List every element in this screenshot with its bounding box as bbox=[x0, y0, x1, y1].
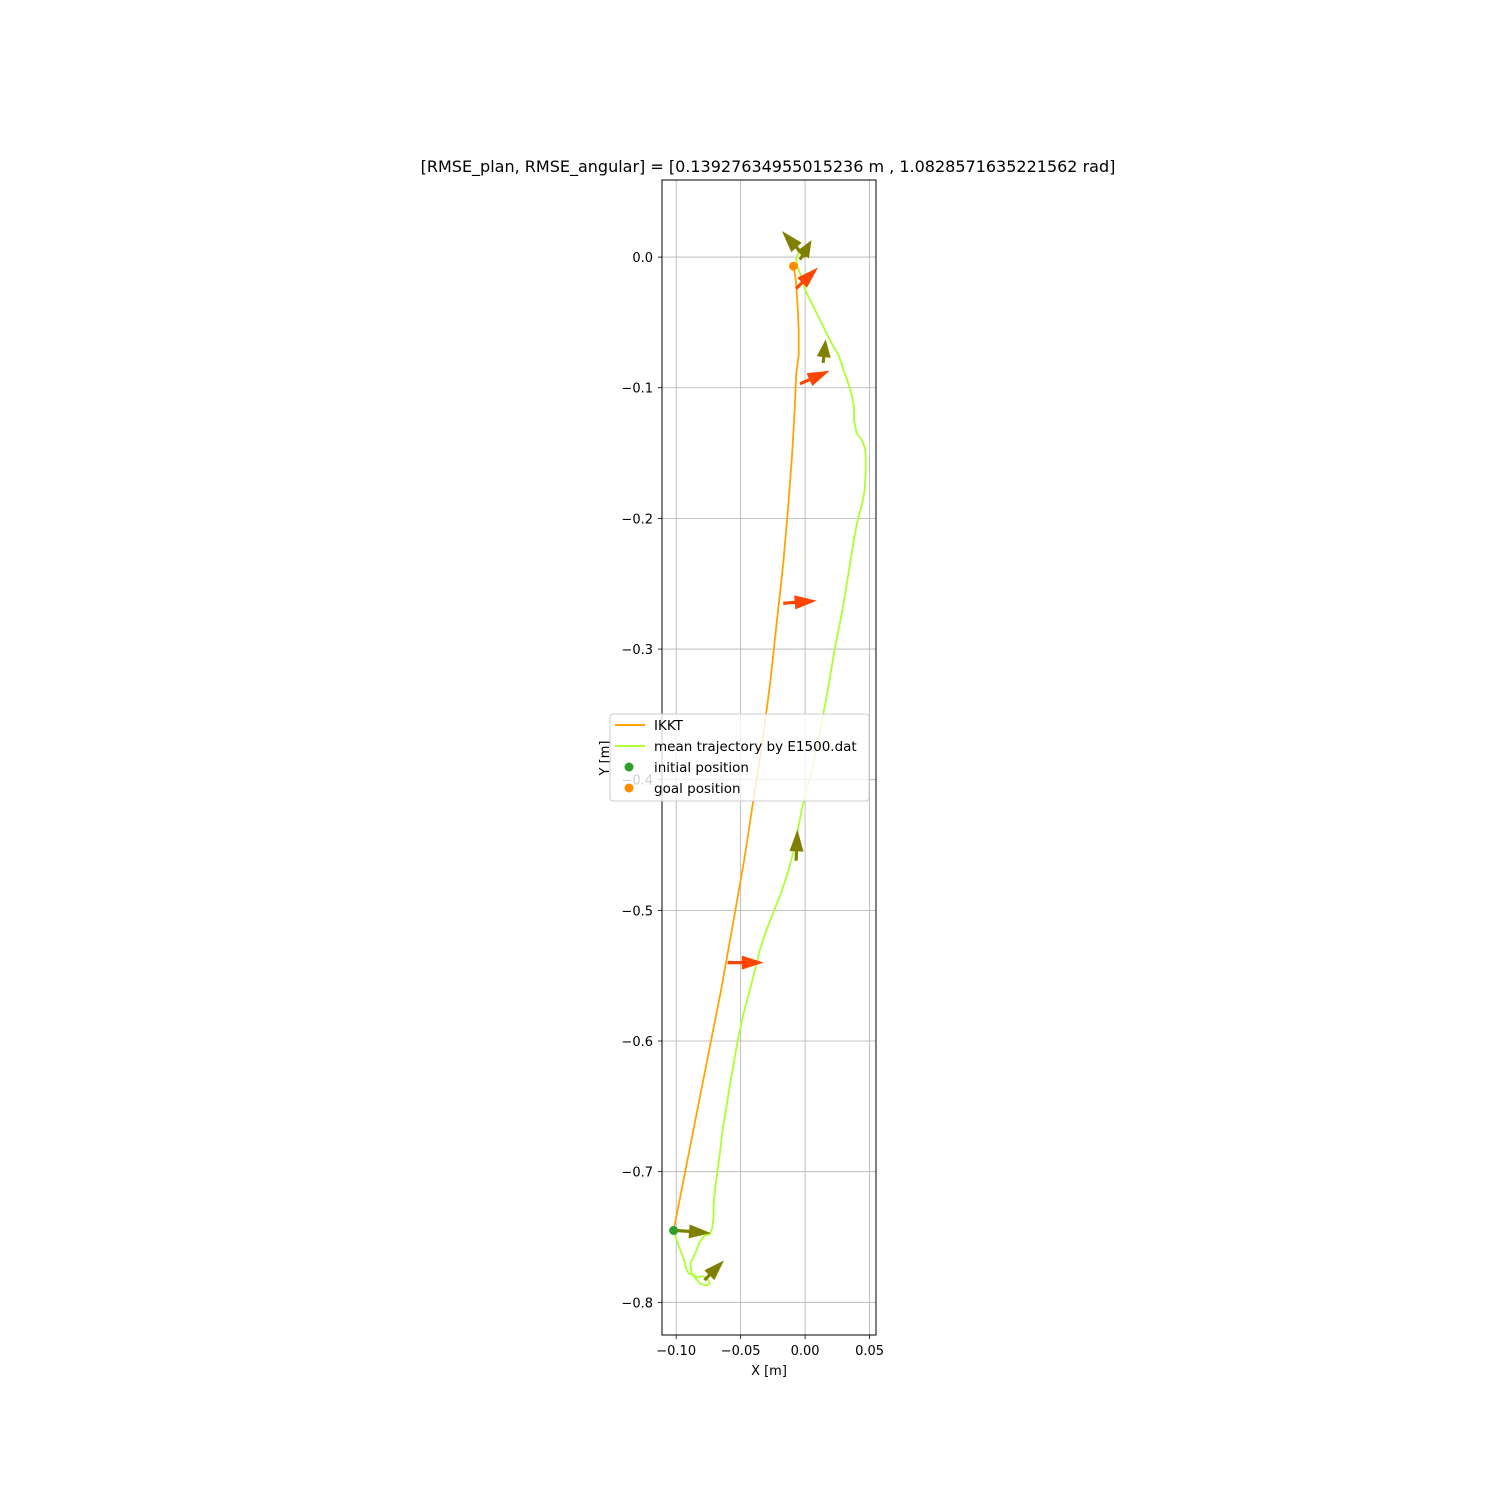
arrow-orientation-red bbox=[727, 955, 764, 970]
marker-goal-position bbox=[788, 261, 798, 271]
y-tick-label: 0.0 bbox=[632, 251, 653, 266]
plot-area bbox=[672, 250, 867, 1287]
marker-initial-position bbox=[669, 1225, 679, 1235]
legend-swatch-initial-position bbox=[624, 762, 634, 772]
y-tick-label: −0.1 bbox=[621, 382, 653, 397]
arrow-orientation-olive bbox=[703, 1260, 724, 1282]
arrow-orientation-olive bbox=[789, 829, 804, 861]
y-tick-label: −0.8 bbox=[621, 1296, 653, 1311]
y-tick-label: −0.3 bbox=[621, 643, 653, 658]
series-line-ikkt bbox=[672, 266, 800, 1231]
y-tick-label: −0.2 bbox=[621, 512, 653, 527]
legend-label-goal-position: goal position bbox=[654, 781, 741, 797]
legend-label-mean-trajectory: mean trajectory by E1500.dat bbox=[654, 739, 857, 755]
chart-title: [RMSE_plan, RMSE_angular] = [0.139276349… bbox=[421, 157, 1116, 177]
x-axis-label: X [m] bbox=[751, 1364, 787, 1379]
y-tick-label: −0.5 bbox=[621, 904, 653, 919]
legend: IKKT mean trajectory by E1500.dat initia… bbox=[609, 713, 870, 802]
arrow-orientation-red bbox=[799, 370, 830, 386]
x-axis-ticks: −0.10 −0.05 0.00 0.05 bbox=[656, 1335, 884, 1359]
position-markers bbox=[669, 261, 798, 1235]
legend-swatch-goal-position bbox=[624, 783, 634, 793]
x-tick-label: −0.10 bbox=[656, 1344, 696, 1359]
legend-box bbox=[609, 713, 870, 802]
y-axis-label: Y [m] bbox=[598, 741, 613, 777]
arrow-orientation-red bbox=[795, 267, 818, 290]
x-tick-label: 0.00 bbox=[791, 1344, 820, 1359]
arrow-orientation-olive bbox=[676, 1224, 711, 1239]
x-tick-label: −0.05 bbox=[721, 1344, 761, 1359]
arrow-orientation-olive bbox=[796, 240, 812, 261]
orientation-arrows bbox=[676, 231, 831, 1282]
arrow-orientation-olive bbox=[816, 339, 831, 364]
x-tick-label: 0.05 bbox=[855, 1344, 884, 1359]
legend-label-ikkt: IKKT bbox=[654, 718, 684, 734]
series-line-mean-trajectory-by-e1500-dat bbox=[672, 250, 867, 1287]
arrow-orientation-red bbox=[783, 595, 817, 610]
y-tick-label: −0.6 bbox=[621, 1035, 653, 1050]
legend-label-initial-position: initial position bbox=[654, 760, 749, 776]
y-tick-label: −0.7 bbox=[621, 1166, 653, 1181]
